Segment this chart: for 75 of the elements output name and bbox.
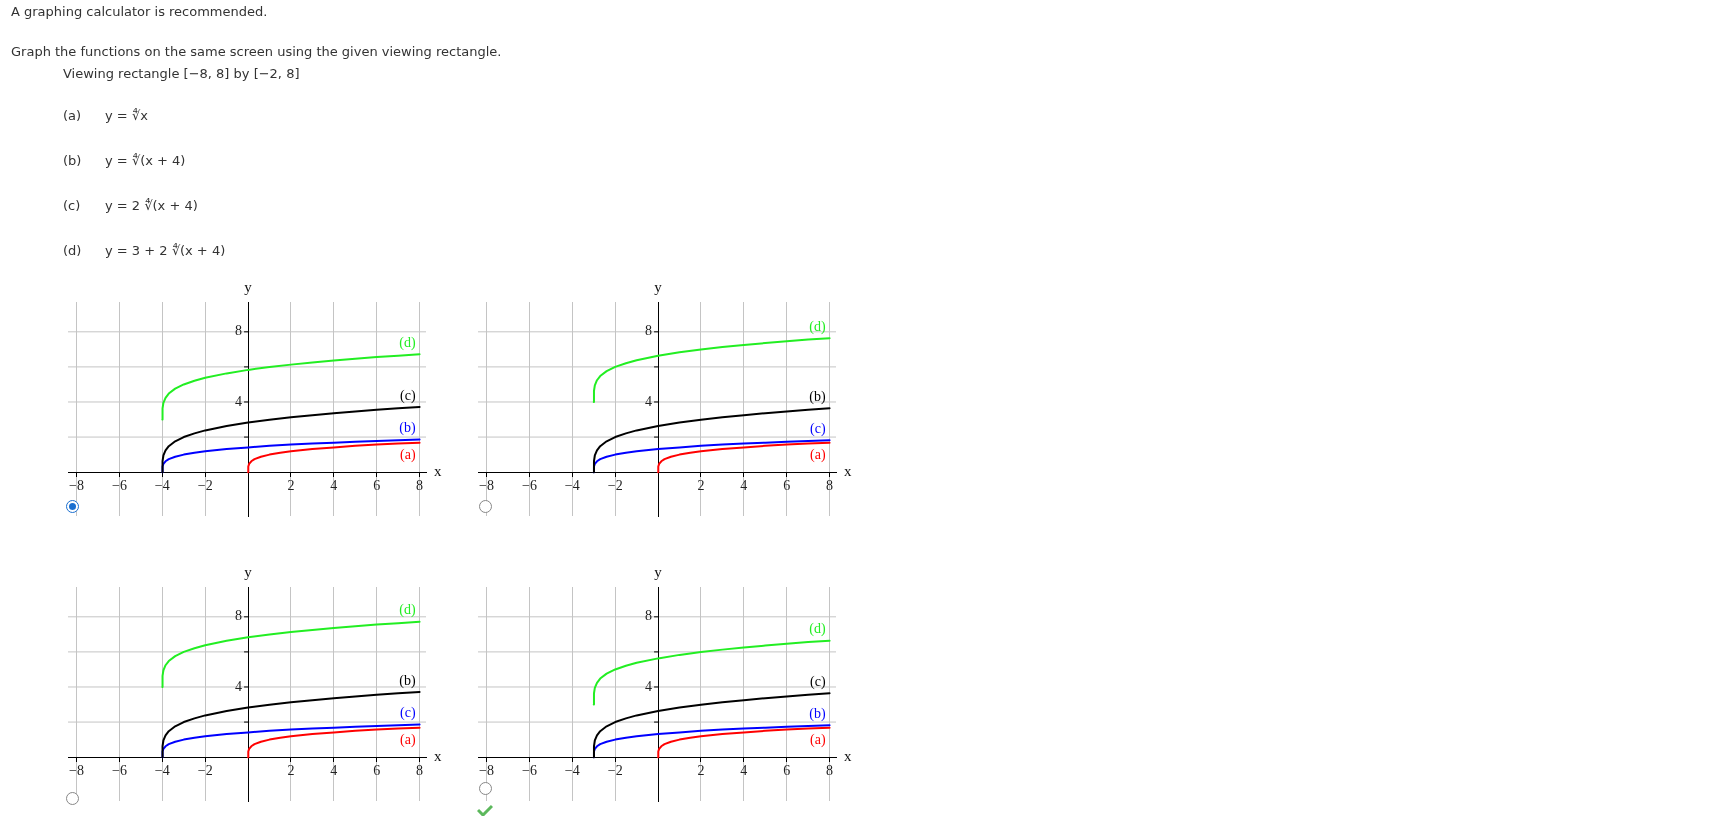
series-label: (b)	[809, 705, 826, 722]
series-label: (b)	[399, 420, 416, 437]
x-tick-label: −4	[154, 478, 170, 494]
x-tick-label: −8	[69, 763, 85, 779]
x-tick-label: 8	[826, 763, 834, 779]
text: y = ∜x	[105, 108, 148, 123]
x-tick-label: −2	[607, 478, 623, 494]
series-label: (a)	[400, 447, 416, 464]
series-label: (b)	[399, 672, 416, 689]
text: (d)	[63, 243, 82, 258]
series-label: (d)	[399, 602, 416, 619]
y-axis-title: y	[244, 279, 253, 296]
series-label: (a)	[810, 732, 826, 749]
x-tick-label: 2	[287, 763, 295, 779]
text: (c)	[63, 198, 81, 213]
x-tick-label: −8	[69, 478, 85, 494]
series-label: (d)	[809, 621, 826, 638]
x-tick-label: 4	[330, 763, 338, 779]
x-tick-label: −6	[112, 763, 127, 779]
x-axis-title: x	[434, 463, 442, 480]
text: y = 3 + 2 ∜(x + 4)	[105, 243, 226, 258]
x-tick-label: −4	[564, 763, 580, 779]
y-tick-label: 4	[235, 393, 243, 409]
x-tick-label: −6	[112, 478, 127, 494]
x-tick-label: 8	[416, 478, 424, 494]
text: (b)	[63, 153, 82, 168]
x-tick-label: 8	[826, 478, 834, 494]
x-axis-title: x	[844, 463, 852, 480]
text: (a)	[63, 108, 82, 123]
y-tick-label: 8	[235, 608, 243, 624]
x-tick-label: 4	[740, 763, 748, 779]
series-label: (c)	[810, 673, 826, 690]
y-axis-title: y	[654, 564, 663, 581]
series-label: (c)	[400, 705, 416, 722]
series-label: (b)	[809, 388, 826, 405]
text: y = 2 ∜(x + 4)	[105, 198, 198, 213]
x-tick-label: −2	[197, 478, 213, 494]
x-tick-label: 6	[783, 763, 791, 779]
text: A graphing calculator is recommended.	[11, 4, 268, 19]
x-tick-label: 6	[373, 478, 381, 494]
x-tick-label: −4	[564, 478, 580, 494]
x-tick-label: 8	[416, 763, 424, 779]
x-tick-label: −8	[479, 478, 495, 494]
series-label: (a)	[400, 732, 416, 749]
x-tick-label: 2	[697, 763, 705, 779]
series-label: (c)	[810, 420, 826, 437]
x-axis-title: x	[434, 748, 442, 765]
text: Viewing rectangle [−8, 8] by [−2, 8]	[63, 66, 300, 81]
x-tick-label: 6	[783, 478, 791, 494]
x-tick-label: −6	[522, 478, 537, 494]
series-label: (d)	[399, 334, 416, 351]
y-tick-label: 8	[235, 323, 243, 339]
x-tick-label: −2	[607, 763, 623, 779]
x-tick-label: 4	[740, 478, 748, 494]
x-tick-label: −6	[522, 763, 537, 779]
x-tick-label: 2	[697, 478, 705, 494]
y-tick-label: 4	[235, 678, 243, 694]
series-label: (d)	[809, 318, 826, 335]
y-tick-label: 4	[645, 678, 653, 694]
y-axis-title: y	[654, 279, 663, 296]
series-label: (c)	[400, 387, 416, 404]
x-tick-label: −2	[197, 763, 213, 779]
x-axis-title: x	[844, 748, 852, 765]
x-tick-label: −4	[154, 763, 170, 779]
y-tick-label: 8	[645, 608, 653, 624]
series-label: (a)	[810, 447, 826, 464]
y-tick-label: 4	[645, 393, 653, 409]
x-tick-label: 2	[287, 478, 295, 494]
text: Graph the functions on the same screen using the given viewing rectangle.	[11, 44, 502, 59]
x-tick-label: 6	[373, 763, 381, 779]
x-tick-label: −8	[479, 763, 495, 779]
y-tick-label: 8	[645, 323, 653, 339]
x-tick-label: 4	[330, 478, 338, 494]
y-axis-title: y	[244, 564, 253, 581]
text: y = ∜(x + 4)	[105, 153, 186, 168]
